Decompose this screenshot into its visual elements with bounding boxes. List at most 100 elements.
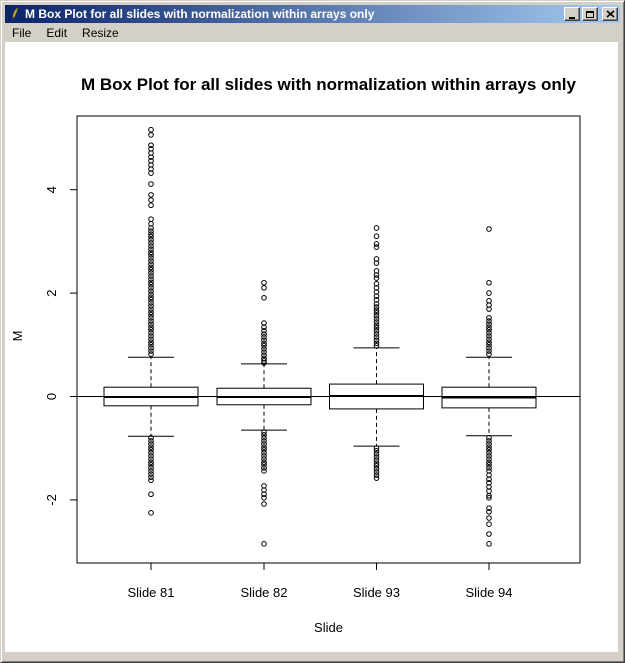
outlier-point [148, 468, 154, 474]
outlier-point [373, 316, 380, 322]
outlier-point [148, 336, 154, 342]
outlier-point [261, 501, 267, 507]
y-tick-label: -2 [44, 494, 59, 506]
outlier-point [148, 270, 154, 276]
minimize-icon [569, 16, 575, 19]
outlier-point [148, 279, 154, 286]
outlier-point [373, 241, 380, 247]
outlier-point [148, 181, 154, 187]
outlier-point [261, 285, 267, 291]
outlier-point [148, 318, 154, 324]
outlier-point [148, 285, 154, 291]
outlier-point [373, 460, 380, 466]
outlier-point [261, 450, 267, 456]
outlier-point [148, 192, 154, 198]
maximize-button[interactable] [582, 7, 598, 21]
outlier-point [148, 510, 154, 516]
outlier-point [373, 324, 380, 331]
outlier-point [148, 315, 154, 321]
boxplot-canvas: M Box Plot for all slides with normaliza… [10, 75, 581, 635]
minimize-button[interactable] [564, 7, 580, 21]
outlier-point [261, 435, 267, 441]
outlier-point [486, 336, 492, 342]
outlier-point [486, 521, 492, 527]
outlier-point [486, 333, 492, 339]
outlier-point [148, 474, 154, 480]
outlier-point [261, 360, 267, 366]
outlier-point [148, 273, 154, 279]
outlier-point [373, 334, 380, 340]
x-tick-label: Slide 82 [241, 585, 288, 600]
outlier-point [486, 476, 492, 483]
outlier-point [261, 541, 267, 547]
outlier-point [148, 252, 154, 258]
outlier-point [148, 264, 154, 271]
outlier-point [148, 324, 154, 331]
outlier-point [486, 456, 492, 462]
outlier-point [261, 324, 267, 331]
outlier-point [148, 450, 154, 456]
outlier-point [148, 441, 154, 447]
title-bar[interactable]: M Box Plot for all slides with normaliza… [5, 5, 620, 23]
outlier-point [148, 261, 154, 267]
menu-resize[interactable]: Resize [82, 26, 119, 40]
menu-bar: File Edit Resize [5, 24, 620, 42]
outlier-point [148, 459, 154, 465]
outlier-point [373, 233, 380, 240]
outlier-point [148, 258, 154, 264]
outlier-point [261, 349, 267, 355]
outlier-point [486, 327, 492, 333]
outlier-point [148, 255, 154, 261]
outlier-point [261, 352, 267, 358]
outlier-point [148, 288, 154, 294]
outlier-point [261, 431, 267, 438]
y-tick-label: 0 [44, 393, 59, 400]
outlier-point [373, 447, 380, 454]
outlier-point [148, 306, 154, 312]
quill-pen-icon [12, 7, 19, 21]
outlier-point [373, 313, 380, 319]
outlier-point [148, 330, 154, 336]
outlier-point [486, 339, 492, 346]
outlier-point [486, 508, 492, 515]
outlier-point [148, 300, 154, 306]
outlier-point [148, 461, 154, 468]
outlier-point [148, 202, 154, 209]
outlier-point [148, 126, 154, 133]
window-title: M Box Plot for all slides with normaliza… [25, 7, 375, 21]
outlier-point [261, 461, 267, 468]
close-button[interactable] [602, 7, 618, 21]
outlier-point [148, 237, 154, 243]
outlier-point [148, 321, 154, 327]
outlier-point [486, 321, 492, 327]
menu-file[interactable]: File [12, 26, 32, 40]
outlier-point [261, 446, 267, 453]
outlier-point [486, 351, 492, 357]
outlier-point [261, 334, 267, 340]
outlier-point [148, 249, 154, 256]
outlier-point [261, 331, 267, 337]
outlier-point [148, 170, 154, 176]
outlier-point [373, 293, 380, 300]
outlier-point [148, 471, 154, 477]
outlier-point [261, 279, 267, 286]
outlier-point [373, 260, 380, 266]
outlier-point [486, 461, 492, 468]
outlier-point [148, 291, 154, 297]
y-tick-label: 4 [44, 186, 59, 193]
outlier-point [148, 276, 154, 282]
menu-edit[interactable]: Edit [46, 26, 68, 40]
outlier-point [148, 339, 154, 346]
outlier-point [148, 216, 154, 222]
outlier-point [148, 312, 154, 318]
outlier-point [148, 267, 154, 273]
outlier-point [148, 446, 154, 453]
outlier-point [148, 240, 154, 246]
outlier-point [148, 491, 154, 498]
outlier-point [148, 456, 154, 462]
outlier-point [486, 435, 492, 441]
outlier-point [373, 466, 380, 472]
outlier-point [486, 492, 492, 499]
outlier-point [486, 324, 492, 331]
